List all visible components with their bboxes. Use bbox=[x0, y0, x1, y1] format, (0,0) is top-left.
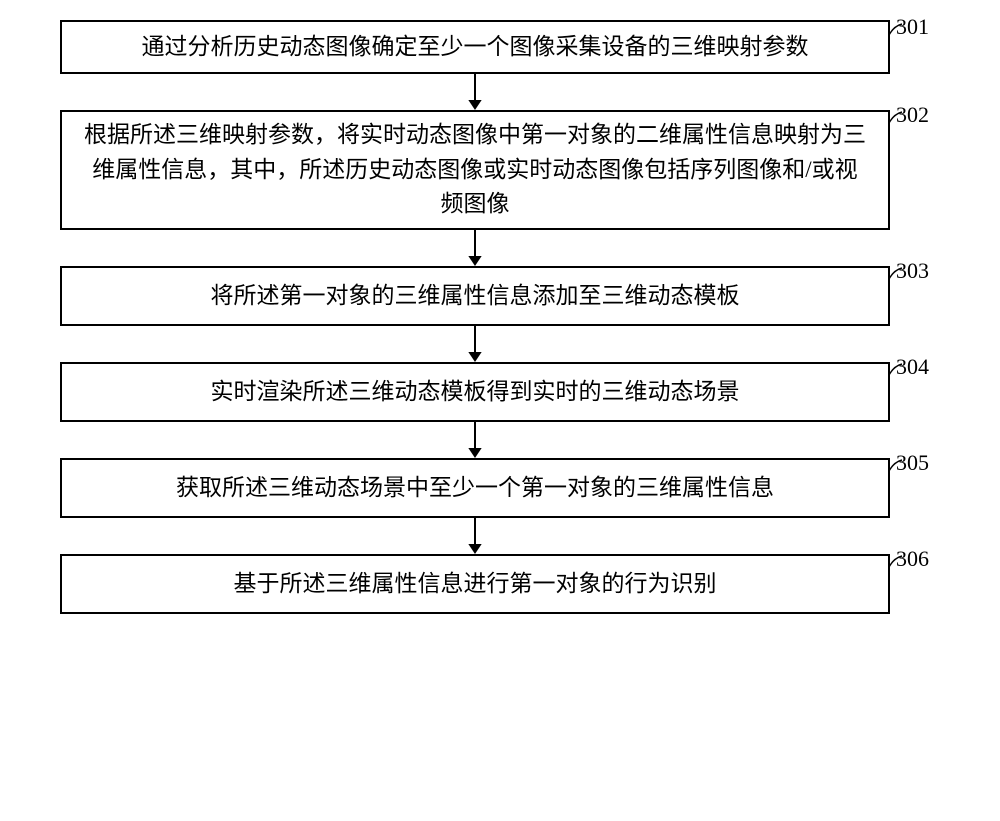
step-text: 实时渲染所述三维动态模板得到实时的三维动态场景 bbox=[211, 375, 740, 410]
step-row-303: 将所述第一对象的三维属性信息添加至三维动态模板303 bbox=[60, 266, 940, 326]
step-row-306: 基于所述三维属性信息进行第一对象的行为识别306 bbox=[60, 554, 940, 614]
arrow-container bbox=[60, 422, 890, 458]
down-arrow-icon bbox=[460, 74, 490, 110]
step-box-303: 将所述第一对象的三维属性信息添加至三维动态模板 bbox=[60, 266, 890, 326]
arrow-container bbox=[60, 326, 890, 362]
arrow-container bbox=[60, 74, 890, 110]
down-arrow-icon bbox=[460, 326, 490, 362]
leader-tick-icon bbox=[888, 266, 908, 286]
step-box-304: 实时渲染所述三维动态模板得到实时的三维动态场景 bbox=[60, 362, 890, 422]
arrow-container bbox=[60, 518, 890, 554]
step-box-301: 通过分析历史动态图像确定至少一个图像采集设备的三维映射参数 bbox=[60, 20, 890, 74]
step-text: 将所述第一对象的三维属性信息添加至三维动态模板 bbox=[211, 279, 740, 314]
step-box-305: 获取所述三维动态场景中至少一个第一对象的三维属性信息 bbox=[60, 458, 890, 518]
leader-tick-icon bbox=[888, 22, 908, 42]
down-arrow-icon bbox=[460, 518, 490, 554]
flowchart-container: 通过分析历史动态图像确定至少一个图像采集设备的三维映射参数301 根据所述三维映射… bbox=[60, 20, 940, 614]
step-row-301: 通过分析历史动态图像确定至少一个图像采集设备的三维映射参数301 bbox=[60, 20, 940, 74]
step-text: 通过分析历史动态图像确定至少一个图像采集设备的三维映射参数 bbox=[142, 30, 809, 65]
step-box-302: 根据所述三维映射参数，将实时动态图像中第一对象的二维属性信息映射为三维属性信息，… bbox=[60, 110, 890, 230]
step-text: 根据所述三维映射参数，将实时动态图像中第一对象的二维属性信息映射为三维属性信息，… bbox=[82, 118, 868, 222]
down-arrow-icon bbox=[460, 230, 490, 266]
leader-tick-icon bbox=[888, 458, 908, 478]
step-row-305: 获取所述三维动态场景中至少一个第一对象的三维属性信息305 bbox=[60, 458, 940, 518]
step-text: 基于所述三维属性信息进行第一对象的行为识别 bbox=[234, 567, 717, 602]
step-row-302: 根据所述三维映射参数，将实时动态图像中第一对象的二维属性信息映射为三维属性信息，… bbox=[60, 110, 940, 230]
arrow-container bbox=[60, 230, 890, 266]
step-box-306: 基于所述三维属性信息进行第一对象的行为识别 bbox=[60, 554, 890, 614]
down-arrow-icon bbox=[460, 422, 490, 458]
leader-tick-icon bbox=[888, 362, 908, 382]
leader-tick-icon bbox=[888, 110, 908, 130]
leader-tick-icon bbox=[888, 554, 908, 574]
step-row-304: 实时渲染所述三维动态模板得到实时的三维动态场景304 bbox=[60, 362, 940, 422]
step-text: 获取所述三维动态场景中至少一个第一对象的三维属性信息 bbox=[176, 471, 774, 506]
